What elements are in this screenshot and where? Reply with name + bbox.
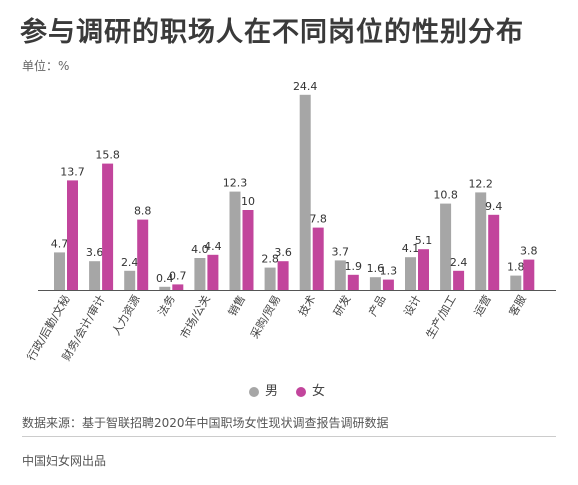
bar-male-10 [405, 257, 416, 290]
value-label-male-4: 4.0 [191, 243, 209, 256]
legend-swatch-male [249, 386, 259, 397]
bar-female-6 [277, 261, 289, 290]
divider [22, 436, 556, 437]
value-label-female-1: 15.8 [95, 149, 120, 162]
bar-female-13 [523, 259, 535, 290]
bar-female-9 [382, 279, 394, 290]
value-label-female-11: 2.4 [450, 256, 468, 269]
value-label-male-9: 1.6 [367, 262, 385, 275]
category-label-6: 采购/贸易 [247, 293, 283, 341]
bar-female-12 [488, 214, 500, 290]
value-label-female-6: 3.6 [274, 246, 292, 259]
category-label-4: 市场/公关 [177, 293, 213, 341]
category-label-3: 法务 [155, 293, 178, 319]
bar-female-11 [453, 270, 465, 290]
bar-chart: 4.713.7行政/后勤/文秘3.615.8财务/会计/审计2.48.8人力资源… [24, 80, 556, 363]
value-label-male-2: 2.4 [121, 256, 139, 269]
legend-label-male: 男 [265, 384, 279, 399]
bar-male-8 [334, 260, 346, 290]
category-label-7: 技术 [296, 293, 318, 319]
value-label-female-9: 1.3 [380, 265, 398, 278]
bar-female-8 [347, 274, 359, 290]
category-label-13: 客服 [506, 293, 529, 319]
bar-female-1 [102, 163, 114, 290]
category-label-9: 产品 [365, 293, 388, 319]
bar-male-9 [369, 277, 381, 290]
bar-female-4 [207, 254, 219, 290]
value-label-female-13: 3.8 [520, 245, 538, 258]
category-label-12: 运营 [471, 293, 494, 319]
value-label-male-6: 2.8 [261, 253, 279, 266]
value-label-male-8: 3.7 [332, 245, 350, 258]
value-label-female-12: 9.4 [485, 200, 503, 213]
value-label-male-10: 4.1 [402, 242, 420, 255]
category-label-11: 生产/加工 [423, 293, 459, 341]
value-label-female-5: 10 [241, 195, 255, 208]
value-label-male-13: 1.8 [507, 261, 525, 274]
value-label-male-12: 12.2 [468, 177, 493, 190]
value-label-male-11: 10.8 [433, 189, 458, 202]
chart-title: 参与调研的职场人在不同岗位的性别分布 [20, 17, 524, 48]
category-label-10: 设计 [401, 293, 423, 319]
value-label-male-7: 24.4 [293, 80, 318, 93]
category-label-2: 人力资源 [109, 293, 143, 338]
value-label-female-0: 13.7 [60, 165, 85, 178]
legend-item-female: 女 [296, 380, 325, 399]
bar-male-4 [194, 258, 206, 290]
category-label-8: 研发 [330, 293, 353, 319]
value-label-female-4: 4.4 [204, 240, 222, 253]
bar-male-5 [229, 191, 241, 290]
bar-female-10 [418, 249, 429, 290]
bar-female-2 [137, 219, 149, 290]
bar-female-3 [172, 284, 184, 290]
bar-male-11 [440, 203, 452, 290]
value-label-female-7: 7.8 [309, 213, 327, 226]
bar-male-0 [54, 252, 65, 290]
bar-male-6 [264, 267, 276, 290]
bar-female-5 [242, 210, 254, 290]
value-label-male-3: 0.4 [156, 272, 174, 285]
legend-label-female: 女 [312, 384, 326, 399]
value-label-female-3: 0.7 [169, 269, 187, 282]
value-label-male-1: 3.6 [86, 246, 104, 259]
bar-male-2 [124, 270, 136, 290]
bar-male-7 [299, 94, 311, 290]
value-label-female-8: 1.9 [345, 260, 363, 273]
legend: 男 女 [0, 380, 578, 399]
bar-male-12 [475, 192, 487, 290]
footer-credit: 中国妇女网出品 [22, 454, 107, 468]
bar-female-0 [67, 180, 78, 290]
bar-male-13 [510, 275, 522, 290]
bar-male-3 [159, 286, 171, 290]
value-label-male-0: 4.7 [51, 237, 69, 250]
value-label-female-2: 8.8 [134, 205, 152, 218]
category-label-5: 销售 [225, 293, 248, 319]
source-note: 数据来源：基于智联招聘2020年中国职场女性现状调查报告调研数据 [22, 416, 389, 430]
bar-male-1 [89, 261, 101, 290]
unit-label: 单位：% [22, 59, 70, 73]
legend-item-male: 男 [249, 380, 278, 399]
bar-female-7 [312, 227, 324, 290]
value-label-female-10: 5.1 [415, 234, 433, 247]
value-label-male-5: 12.3 [223, 177, 248, 190]
legend-swatch-female [296, 386, 306, 397]
